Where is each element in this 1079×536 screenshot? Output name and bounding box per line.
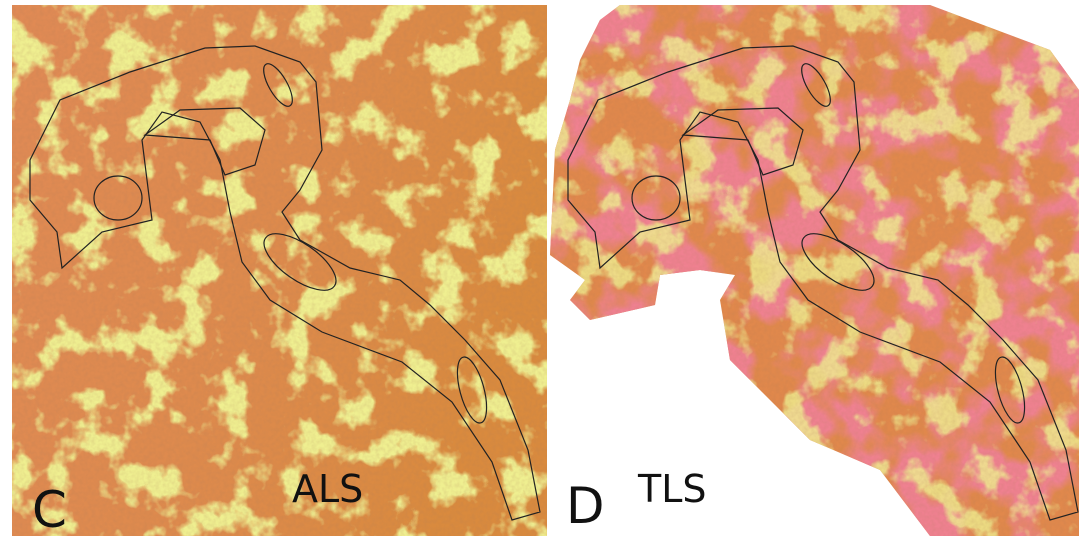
grain xyxy=(12,5,547,536)
panel-letter: C xyxy=(32,481,67,536)
panel-label: TLS xyxy=(637,467,707,511)
figure: C ALS D TLS xyxy=(0,0,1079,536)
grain xyxy=(550,5,1079,536)
panel-c-map xyxy=(12,5,547,536)
panel-letter: D xyxy=(566,477,605,535)
panel-label: ALS xyxy=(292,467,363,511)
panel-d-map xyxy=(550,5,1079,536)
